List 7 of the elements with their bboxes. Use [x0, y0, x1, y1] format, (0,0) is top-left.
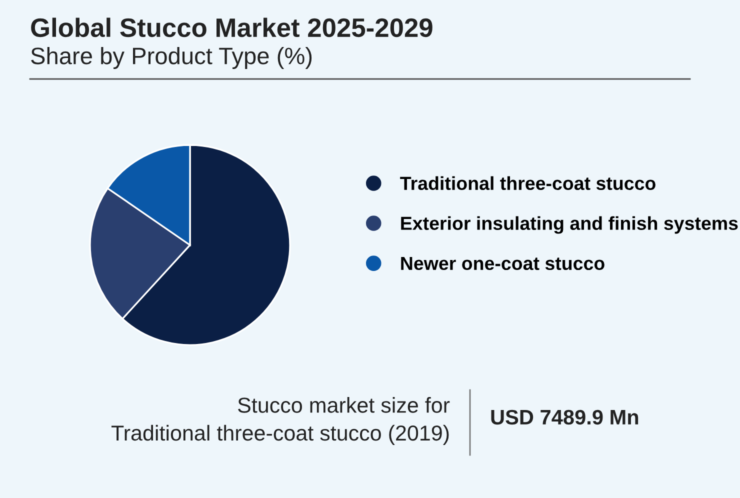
legend-label: Newer one-coat stucco — [401, 256, 604, 270]
text: Stucco market size for Traditional three-coat stucco (2019) — [111, 397, 450, 445]
chart-subtitle: Share by Product Type (%) — [31, 46, 312, 70]
legend-label: Exterior insulating and finish systems — [401, 216, 738, 234]
text: USD 7489.9 Mn — [491, 410, 638, 425]
chart-title: Global Stucco Market 2025-2029 — [31, 18, 432, 38]
legend-label: Traditional three-coat stucco — [400, 176, 656, 190]
